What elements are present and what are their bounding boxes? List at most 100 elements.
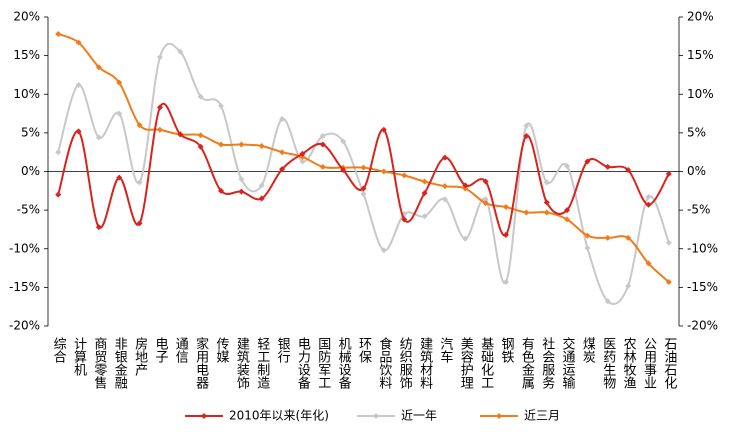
point	[279, 166, 286, 173]
y2-tick-label: 20%	[687, 10, 714, 24]
point	[360, 164, 367, 171]
point	[421, 213, 428, 220]
y2-tick-label: -15%	[687, 280, 718, 294]
x-tick-label: 公用事业	[641, 337, 657, 389]
point	[95, 64, 102, 71]
x-tick-label: 商贸零售	[91, 337, 107, 389]
x-tick-label: 国防军工	[315, 337, 331, 389]
point	[319, 141, 326, 148]
point	[340, 138, 347, 145]
y-tick-label: 10%	[13, 87, 40, 101]
point	[482, 196, 489, 203]
point	[401, 216, 408, 223]
legend-marker	[201, 413, 207, 419]
point	[625, 282, 632, 289]
x-tick-label: 纺织服饰	[397, 337, 413, 389]
y-tick-label: -20%	[9, 319, 40, 333]
point	[543, 209, 550, 216]
point	[319, 163, 326, 170]
point	[156, 104, 163, 111]
point	[645, 193, 652, 200]
point	[218, 187, 225, 194]
y2-tick-label: 0%	[687, 164, 706, 178]
point	[584, 232, 591, 239]
x-tick-label: 有色金属	[519, 337, 535, 390]
x-tick-label: 农林牧渔	[621, 337, 637, 389]
point	[238, 176, 245, 183]
point	[584, 244, 591, 251]
point	[238, 188, 245, 195]
point	[258, 182, 265, 189]
x-tick-label: 综合	[51, 337, 66, 363]
x-tick-label: 煤炭	[580, 337, 596, 364]
point	[197, 132, 204, 139]
y-tick-label: 20%	[13, 10, 40, 24]
point	[95, 224, 102, 231]
point	[116, 110, 123, 117]
point	[543, 179, 550, 186]
point	[299, 150, 306, 157]
x-tick-label: 石油石化	[661, 337, 677, 390]
point	[279, 115, 286, 122]
point	[258, 143, 265, 150]
point	[380, 168, 387, 175]
point	[421, 190, 428, 197]
point	[665, 239, 672, 246]
series-line	[57, 33, 670, 283]
point	[380, 247, 387, 254]
x-tick-label: 计算机	[71, 337, 87, 377]
point	[218, 141, 225, 148]
point	[441, 154, 448, 161]
x-tick-label: 银行	[275, 337, 291, 364]
y2-tick-label: -5%	[687, 203, 710, 217]
point	[75, 128, 82, 135]
point	[441, 183, 448, 190]
y2-tick-label: 15%	[687, 48, 714, 62]
y-tick-label: 15%	[13, 48, 40, 62]
point	[564, 207, 571, 214]
point	[482, 178, 489, 185]
point	[604, 163, 611, 170]
point	[502, 278, 509, 285]
point	[462, 182, 469, 189]
point	[502, 231, 509, 238]
point	[523, 122, 530, 129]
point	[156, 54, 163, 61]
x-tick-label: 基础化工	[478, 337, 494, 389]
point	[584, 158, 591, 165]
x-tick-label: 传媒	[214, 337, 230, 363]
point	[75, 81, 82, 88]
x-tick-label: 非银金融	[112, 337, 128, 389]
point	[136, 220, 143, 227]
x-tick-label: 美容护理	[458, 337, 474, 389]
point	[523, 209, 530, 216]
x-tick-label: 电子	[152, 337, 168, 363]
y-tick-label: -15%	[9, 280, 40, 294]
x-tick-label: 建筑装饰	[234, 337, 250, 389]
y-tick-label: 5%	[21, 125, 40, 139]
point	[136, 179, 143, 186]
x-tick-label: 轻工制造	[254, 337, 270, 390]
point	[136, 122, 143, 129]
point	[218, 102, 225, 109]
point	[55, 191, 62, 198]
point	[258, 195, 265, 202]
point	[238, 141, 245, 148]
point	[645, 260, 652, 267]
point	[543, 199, 550, 206]
point	[604, 234, 611, 241]
x-tick-label: 汽车	[437, 337, 453, 363]
point	[604, 298, 611, 305]
point	[95, 134, 102, 141]
y-tick-label: -5%	[17, 203, 40, 217]
point	[401, 172, 408, 179]
legend-label: 近三月	[524, 409, 560, 423]
point	[665, 170, 672, 177]
point	[360, 185, 367, 192]
x-tick-label: 钢铁	[498, 337, 514, 363]
legend-marker	[373, 413, 379, 419]
point	[462, 185, 469, 192]
point	[380, 126, 387, 133]
point	[564, 216, 571, 223]
